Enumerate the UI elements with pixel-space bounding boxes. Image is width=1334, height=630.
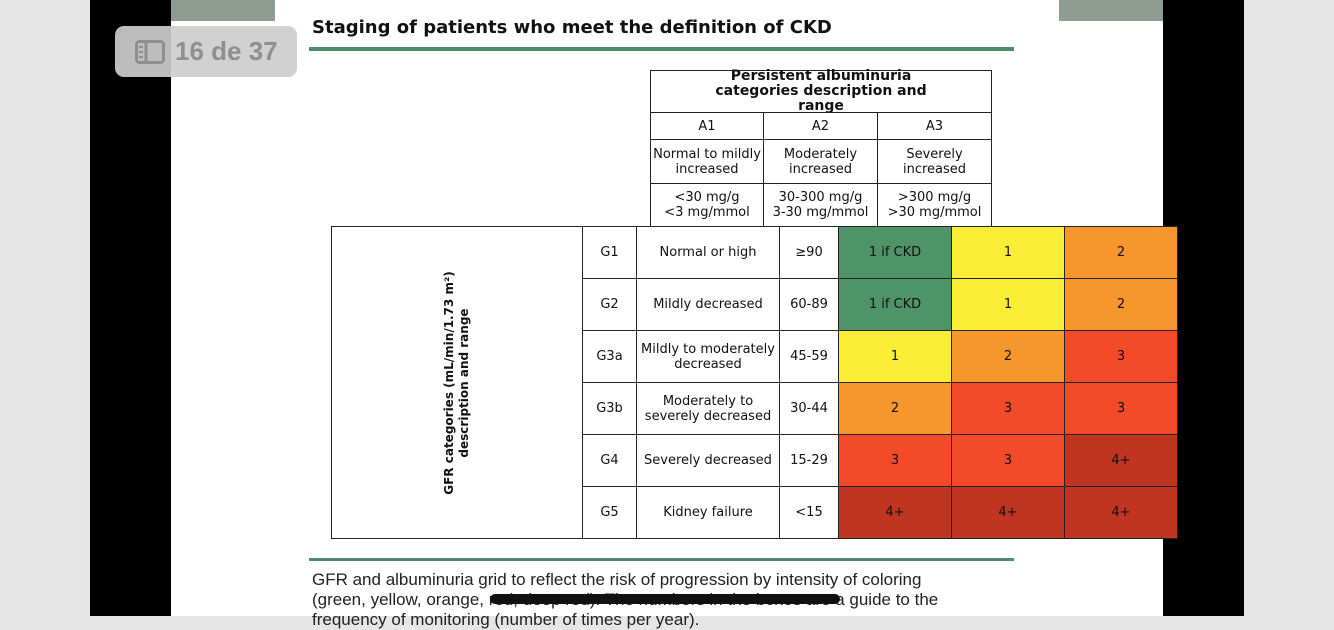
albuminuria-range-a3-line2: >30 mg/mmol bbox=[887, 205, 982, 220]
gfr-code: G4 bbox=[582, 434, 637, 487]
risk-cell: 4+ bbox=[1064, 434, 1178, 487]
risk-cell: 1 bbox=[838, 330, 952, 383]
risk-cell: 3 bbox=[1064, 330, 1178, 383]
viewer-left-margin bbox=[90, 0, 171, 616]
albuminuria-range-a2: 30-300 mg/g 3-30 mg/mmol bbox=[763, 183, 878, 227]
page-header-decoration-right bbox=[1059, 0, 1163, 21]
albuminuria-range-a1-line2: <3 mg/mmol bbox=[664, 205, 750, 220]
redaction-mark bbox=[490, 594, 840, 604]
risk-cell: 3 bbox=[951, 382, 1065, 435]
risk-cell: 1 if CKD bbox=[838, 278, 952, 331]
gfr-axis-label: GFR categories (mL/min/1.73 m²) descript… bbox=[331, 226, 583, 539]
albuminuria-desc-a1: Normal to mildly increased bbox=[650, 139, 764, 184]
gfr-range: 45-59 bbox=[779, 330, 839, 383]
gfr-axis-label-text: GFR categories (mL/min/1.73 m²) descript… bbox=[442, 270, 471, 495]
risk-cell: 2 bbox=[838, 382, 952, 435]
risk-cell: 4+ bbox=[838, 486, 952, 539]
page-indicator-label: 16 de 37 bbox=[175, 36, 278, 66]
risk-cell: 2 bbox=[1064, 278, 1178, 331]
albuminuria-code-a3: A3 bbox=[877, 112, 992, 140]
gfr-code: G1 bbox=[582, 226, 637, 279]
caption-divider bbox=[309, 558, 1014, 561]
albuminuria-desc-a2-text: Moderately increased bbox=[783, 146, 858, 177]
risk-cell: 2 bbox=[951, 330, 1065, 383]
sidebar-icon bbox=[135, 39, 165, 64]
grid-row-g2: G2 Mildly decreased 60-89 1 if CKD 1 2 bbox=[332, 278, 1178, 331]
title-divider bbox=[309, 47, 1014, 51]
albuminuria-range-a1: <30 mg/g <3 mg/mmol bbox=[650, 183, 764, 227]
gfr-desc: Kidney failure bbox=[636, 486, 780, 539]
gfr-code: G3a bbox=[582, 330, 637, 383]
gfr-range: 60-89 bbox=[779, 278, 839, 331]
ckd-staging-grid: GFR categories (mL/min/1.73 m²) descript… bbox=[331, 226, 1178, 539]
gfr-desc: Severely decreased bbox=[636, 434, 780, 487]
page-indicator[interactable]: 16 de 37 bbox=[115, 26, 297, 77]
albuminuria-header-text: Persistent albuminuria categories descri… bbox=[715, 68, 927, 114]
gfr-desc: Moderately to severely decreased bbox=[636, 382, 780, 435]
risk-cell: 1 if CKD bbox=[838, 226, 952, 279]
albuminuria-desc-a2: Moderately increased bbox=[763, 139, 878, 184]
gfr-range: 15-29 bbox=[779, 434, 839, 487]
risk-cell: 2 bbox=[1064, 226, 1178, 279]
risk-cell: 3 bbox=[951, 434, 1065, 487]
gfr-range: 30-44 bbox=[779, 382, 839, 435]
gfr-desc: Normal or high bbox=[636, 226, 780, 279]
grid-row-g5: G5 Kidney failure <15 4+ 4+ 4+ bbox=[332, 486, 1178, 539]
albuminuria-code-a1: A1 bbox=[650, 112, 764, 140]
albuminuria-desc-a1-text: Normal to mildly increased bbox=[653, 146, 761, 177]
gfr-range: <15 bbox=[779, 486, 839, 539]
gfr-code: G5 bbox=[582, 486, 637, 539]
risk-cell: 1 bbox=[951, 226, 1065, 279]
albuminuria-range-a3: >300 mg/g >30 mg/mmol bbox=[877, 183, 992, 227]
albuminuria-range-a3-line1: >300 mg/g bbox=[897, 190, 972, 205]
caption-line-1: GFR and albuminuria grid to reflect the … bbox=[312, 570, 922, 589]
risk-cell: 4+ bbox=[951, 486, 1065, 539]
albuminuria-header: Persistent albuminuria categories descri… bbox=[650, 68, 992, 114]
gfr-desc: Mildly to moderately decreased bbox=[636, 330, 780, 383]
grid-row-g4: G4 Severely decreased 15-29 3 3 4+ bbox=[332, 434, 1178, 487]
albuminuria-range-a2-line1: 30-300 mg/g bbox=[778, 190, 863, 205]
document-title: Staging of patients who meet the definit… bbox=[312, 17, 832, 38]
gfr-code: G3b bbox=[582, 382, 637, 435]
risk-cell: 4+ bbox=[1064, 486, 1178, 539]
grid-row-g3a: G3a Mildly to moderately decreased 45-59… bbox=[332, 330, 1178, 383]
albuminuria-code-a2: A2 bbox=[763, 112, 878, 140]
page-header-decoration-left bbox=[171, 0, 275, 21]
albuminuria-desc-a3: Severely increased bbox=[877, 139, 992, 184]
gfr-code: G2 bbox=[582, 278, 637, 331]
albuminuria-range-a1-line1: <30 mg/g bbox=[674, 190, 740, 205]
risk-cell: 3 bbox=[838, 434, 952, 487]
gfr-desc: Mildly decreased bbox=[636, 278, 780, 331]
caption-line-3: frequency of monitoring (number of times… bbox=[312, 610, 700, 629]
albuminuria-range-a2-line2: 3-30 mg/mmol bbox=[772, 205, 869, 220]
risk-cell: 3 bbox=[1064, 382, 1178, 435]
gfr-range: ≥90 bbox=[779, 226, 839, 279]
risk-cell: 1 bbox=[951, 278, 1065, 331]
grid-row-g1: GFR categories (mL/min/1.73 m²) descript… bbox=[331, 226, 1178, 539]
albuminuria-desc-a3-text: Severely increased bbox=[902, 146, 967, 177]
